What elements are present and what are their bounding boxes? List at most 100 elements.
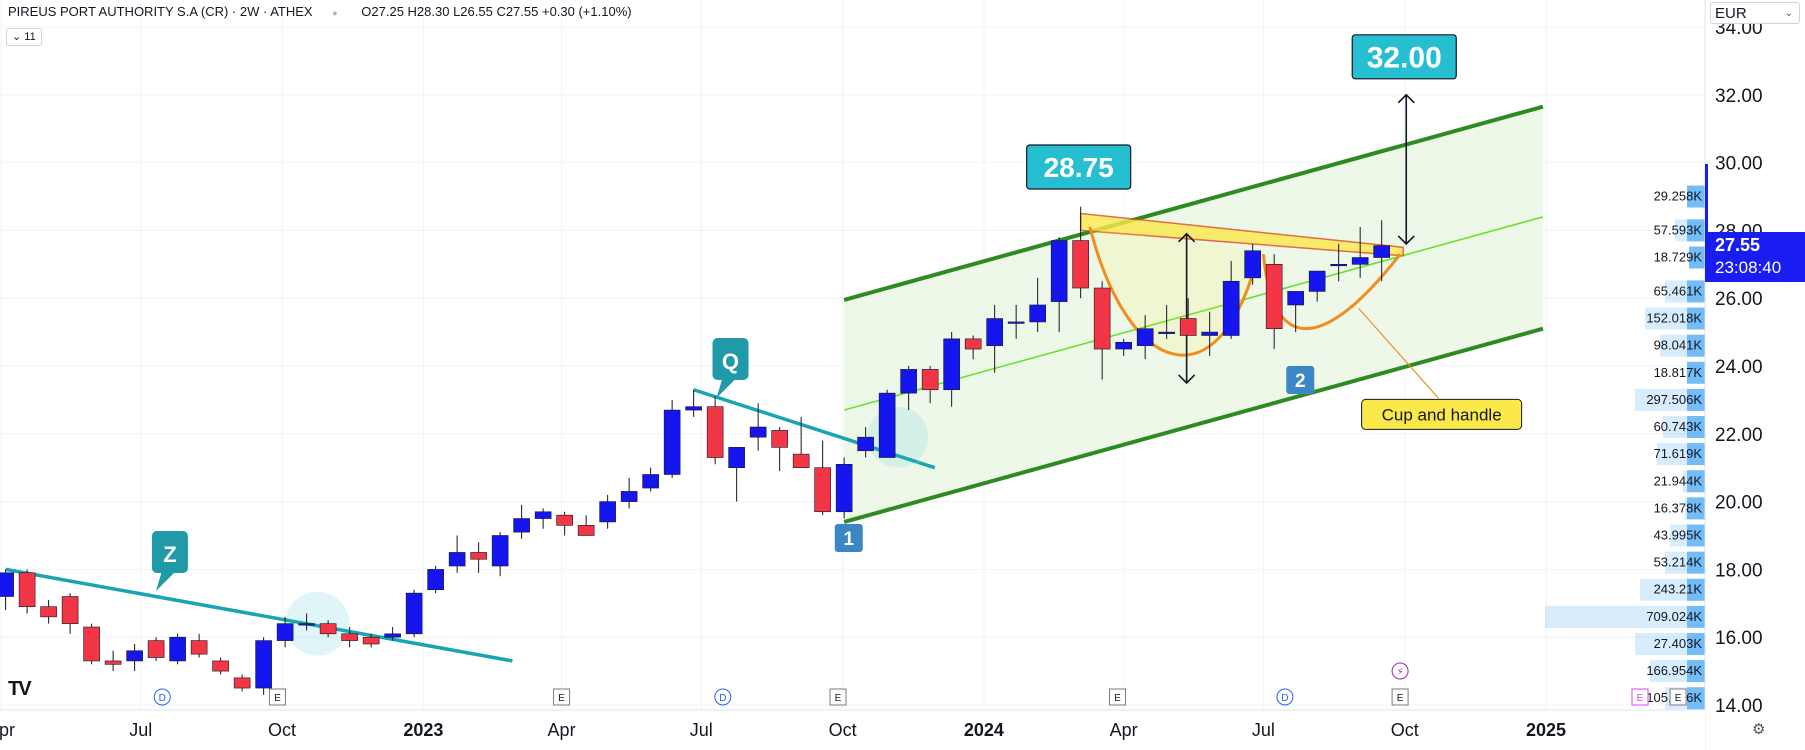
candle-body[interactable] [1201,331,1218,336]
candle-body[interactable] [642,474,659,489]
candle-body[interactable] [1179,318,1197,336]
candle-body[interactable] [1007,321,1025,324]
earnings-marker-icon[interactable] [1391,688,1409,706]
candle-body[interactable] [986,318,1003,346]
candle-body[interactable] [878,392,896,458]
candle-body[interactable] [728,447,745,468]
dividend-marker-icon[interactable] [153,688,171,706]
candle-body[interactable] [427,569,444,591]
time-axis[interactable]: Apr Jul Oct 2023 Apr Jul Oct 2024 Apr Jul Oct 2025 E [0,688,1705,750]
measure-arrows[interactable] [1178,93,1415,385]
channel-lower-line[interactable] [843,326,1544,524]
cup-curve[interactable] [1088,226,1261,357]
candle-body[interactable] [792,453,810,469]
candle-body[interactable] [18,572,36,607]
candle-body[interactable] [556,514,573,526]
currency-select[interactable]: EUR ⌄ [1710,2,1800,24]
candle-body[interactable] [599,501,616,523]
channel-middle-line[interactable] [843,216,1544,411]
prior-high-label[interactable]: 28.75 [1026,144,1132,190]
candle-body[interactable] [448,552,466,567]
candle-body[interactable] [1050,240,1068,302]
candle-body[interactable] [491,535,509,567]
earnings-marker-icon[interactable] [1109,688,1127,706]
cup-and-handle[interactable] [1079,212,1404,357]
candle-body[interactable] [319,623,337,635]
earnings-marker-icon[interactable] [1669,688,1687,706]
candle-body[interactable] [857,436,874,452]
candle-body[interactable] [233,677,251,689]
trendlines[interactable] [5,388,936,663]
candle-body[interactable] [1330,263,1347,267]
candle-body[interactable] [921,369,939,391]
candle-body[interactable] [1265,263,1283,330]
pivot-badge-1[interactable]: 1 [834,524,863,552]
candle-body[interactable] [298,623,315,626]
pivot-badge-2[interactable]: 2 [1286,366,1315,394]
candle-body[interactable] [104,660,122,665]
candle-body[interactable] [0,572,14,597]
dividend-marker-icon[interactable] [1276,688,1294,706]
candle-body[interactable] [1158,331,1175,334]
trendline-label-z[interactable]: Z [151,531,188,591]
earnings-marker-icon[interactable] [553,688,571,706]
settings-gear-icon[interactable]: ⚙ [1752,721,1766,738]
candle-body[interactable] [620,491,638,502]
candle-body[interactable] [255,640,272,689]
candle-body[interactable] [964,338,982,350]
candle-body[interactable] [147,640,165,658]
candle-body[interactable] [1072,240,1089,289]
candle-body[interactable] [169,636,186,662]
price-axis[interactable]: 34.0032.0030.0028.0026.0024.0022.0020.00… [1704,0,1805,750]
indicator-toggle-button[interactable]: ⌄ 11 [6,28,42,46]
candle-body[interactable] [212,660,229,672]
candle-body[interactable] [190,640,208,655]
candle-body[interactable] [814,467,831,513]
event-markers[interactable]: D E E D E E D E E ⚡ [153,662,1687,706]
earnings-marker-icon[interactable] [268,688,286,706]
candle-body[interactable] [771,430,788,448]
candle-body[interactable] [83,626,100,662]
candle-body[interactable] [900,369,917,394]
pattern-callout[interactable]: Cup and handle [1358,307,1523,430]
candle-body[interactable] [1287,291,1304,306]
candle-body[interactable] [384,633,401,638]
parallel-channel[interactable] [843,104,1544,524]
candle-body[interactable] [1373,245,1390,258]
candle-body[interactable] [706,406,724,458]
symbol-title[interactable]: PIREUS PORT AUTHORITY S.A (CR) · 2W · AT… [8,4,313,19]
candle-body[interactable] [126,650,143,662]
trendline-label-q[interactable]: Q [712,338,749,398]
target-label[interactable]: 32.00 [1351,34,1457,80]
candle-body[interactable] [1222,280,1240,336]
candle-body[interactable] [577,525,595,536]
candle-body[interactable] [943,338,960,391]
candle-body[interactable] [835,464,853,513]
candle-body[interactable] [1029,304,1046,323]
tradingview-logo-icon[interactable]: TV [8,678,32,700]
candle-body[interactable] [276,623,294,641]
candle-body[interactable] [663,409,681,475]
candle-body[interactable] [470,552,487,560]
candle-body[interactable] [534,511,552,519]
candle-body[interactable] [1244,250,1261,279]
candle-body[interactable] [1115,341,1132,350]
candle-body[interactable] [61,596,79,624]
candle-body[interactable] [513,518,530,533]
candle-body[interactable] [1136,328,1154,346]
candle-body[interactable] [362,636,380,645]
candle-body[interactable] [749,426,767,438]
channel-upper-line[interactable] [843,104,1544,302]
future-earnings-icon[interactable] [1631,688,1649,706]
trendline-z[interactable] [5,567,513,663]
candle-body[interactable] [40,606,57,618]
split-event-icon[interactable] [1391,662,1409,680]
candle-body[interactable] [341,633,358,641]
candle-body[interactable] [1093,287,1111,350]
candle-body[interactable] [1308,270,1326,292]
candle-body[interactable] [405,592,423,635]
candle-body[interactable] [1351,257,1369,265]
candle-body[interactable] [685,406,702,411]
dividend-marker-icon[interactable] [714,688,732,706]
